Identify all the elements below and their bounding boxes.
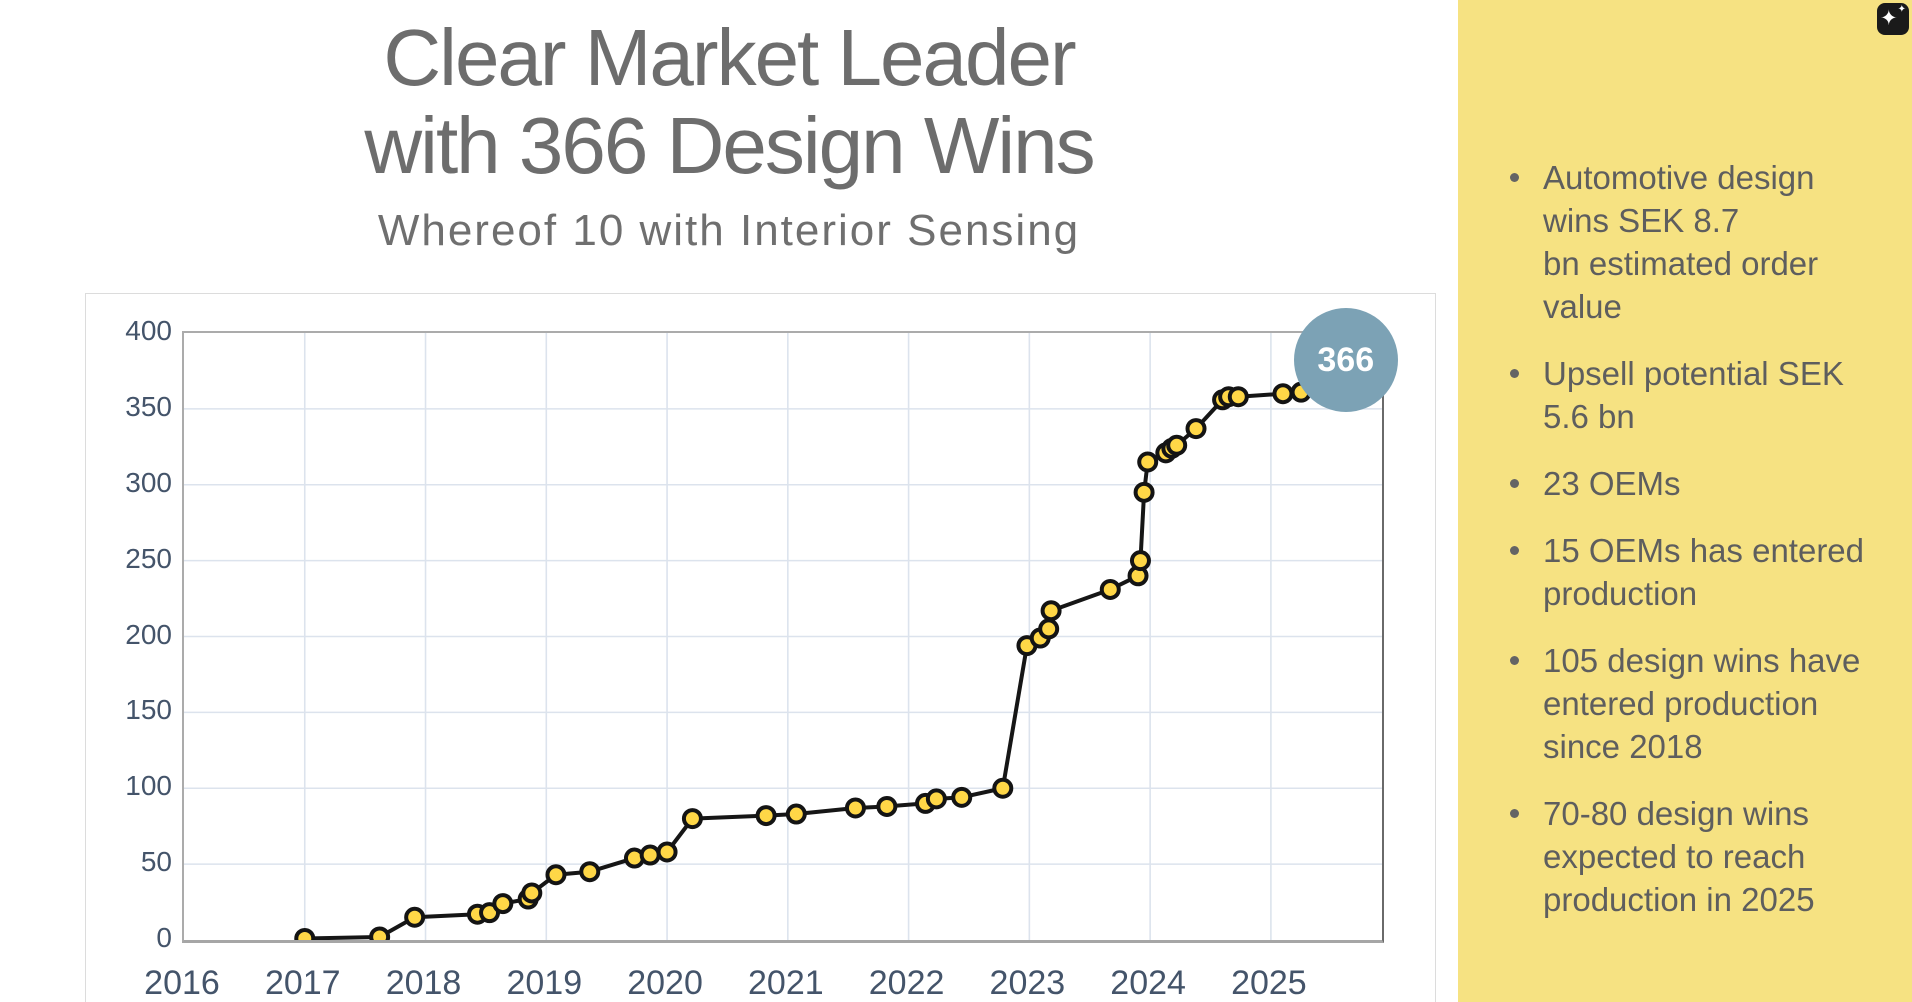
bullet-dot-icon xyxy=(1510,656,1519,665)
bullet-dot-icon xyxy=(1510,809,1519,818)
bullet-text: 105 design wins have entered production si… xyxy=(1543,642,1861,765)
page-subtitle: Whereof 10 with Interior Sensing xyxy=(377,206,1081,255)
y-axis-tick-label: 400 xyxy=(125,315,172,346)
y-axis-tick-label: 350 xyxy=(125,390,172,422)
bullet-dot-icon xyxy=(1510,546,1519,555)
y-axis-tick-label: 300 xyxy=(125,466,172,498)
bullet-dot-icon xyxy=(1510,369,1519,378)
bullet-text: Upsell potential SEK 5.6 bn xyxy=(1543,355,1844,435)
sidebar-bullet-item: 15 OEMs has entered production xyxy=(1510,529,1892,615)
y-axis-tick-label: 250 xyxy=(125,542,172,574)
y-axis-tick-label: 200 xyxy=(125,618,172,650)
sidebar-bullet-item: Automotive design wins SEK 8.7 bn estimate… xyxy=(1510,156,1892,328)
title-line-1: Clear Market Leader xyxy=(383,13,1076,102)
bullet-text: 23 OEMs xyxy=(1543,465,1681,502)
x-axis-tick-label: 2019 xyxy=(506,964,583,1002)
x-axis-tick-label: 2023 xyxy=(989,964,1066,1002)
x-axis-tick-label: 2022 xyxy=(868,964,945,1002)
x-axis-tick-label: 2024 xyxy=(1110,964,1186,1002)
x-axis-tick-label: 2021 xyxy=(748,964,824,1002)
plot-area: 366 xyxy=(182,308,1398,943)
x-axis-tick-label: 2016 xyxy=(144,964,220,1002)
total-wins-value: 366 xyxy=(1317,340,1375,379)
x-axis-tick-label: 2020 xyxy=(627,964,703,1002)
title-line-2: with 366 Design Wins xyxy=(364,101,1095,190)
design-wins-chart-card: 0 50 100 150 200 250 300 350 400 2016 2017 2018 201… xyxy=(85,293,1436,1002)
highlights-sidebar: Automotive design wins SEK 8.7 bn estimate… xyxy=(1458,0,1912,1002)
sidebar-bullet-item: 23 OEMs xyxy=(1510,462,1892,505)
x-axis-tick-label: 2025 xyxy=(1231,964,1307,1002)
chart-canvas xyxy=(184,333,1382,940)
y-axis-tick-label: 50 xyxy=(140,846,172,878)
y-axis-tick-label: 0 xyxy=(156,922,172,953)
total-wins-bubble: 366 xyxy=(1293,308,1398,413)
bullet-dot-icon xyxy=(1510,173,1519,182)
bullet-text: Automotive design wins SEK 8.7 bn estimate… xyxy=(1543,159,1819,325)
bullet-dot-icon xyxy=(1510,479,1519,488)
sparkle-icon: ✦ xyxy=(1880,7,1898,30)
sidebar-bullet-item: 105 design wins have entered production si… xyxy=(1510,639,1892,768)
sidebar-bullet-item: Upsell potential SEK 5.6 bn xyxy=(1510,352,1892,438)
y-axis-tick-label: 150 xyxy=(125,694,172,726)
x-axis-tick-label: 2017 xyxy=(264,964,341,1002)
bullet-text: 70-80 design wins expected to reach produc… xyxy=(1543,795,1815,918)
sparkle-button[interactable]: ✦ ✦ xyxy=(1877,3,1909,35)
page-title: Clear Market Leader with 366 Design Wins xyxy=(0,14,1458,190)
x-axis-tick-label: 2018 xyxy=(385,964,462,1002)
y-axis-tick-label: 100 xyxy=(125,770,172,802)
small-sparkle-icon: ✦ xyxy=(1897,4,1906,15)
sidebar-bullet-item: 70-80 design wins expected to reach produc… xyxy=(1510,792,1892,921)
content-pane: Clear Market Leader with 366 Design Wins… xyxy=(0,14,1458,1002)
bullet-text: 15 OEMs has entered production xyxy=(1543,532,1865,612)
